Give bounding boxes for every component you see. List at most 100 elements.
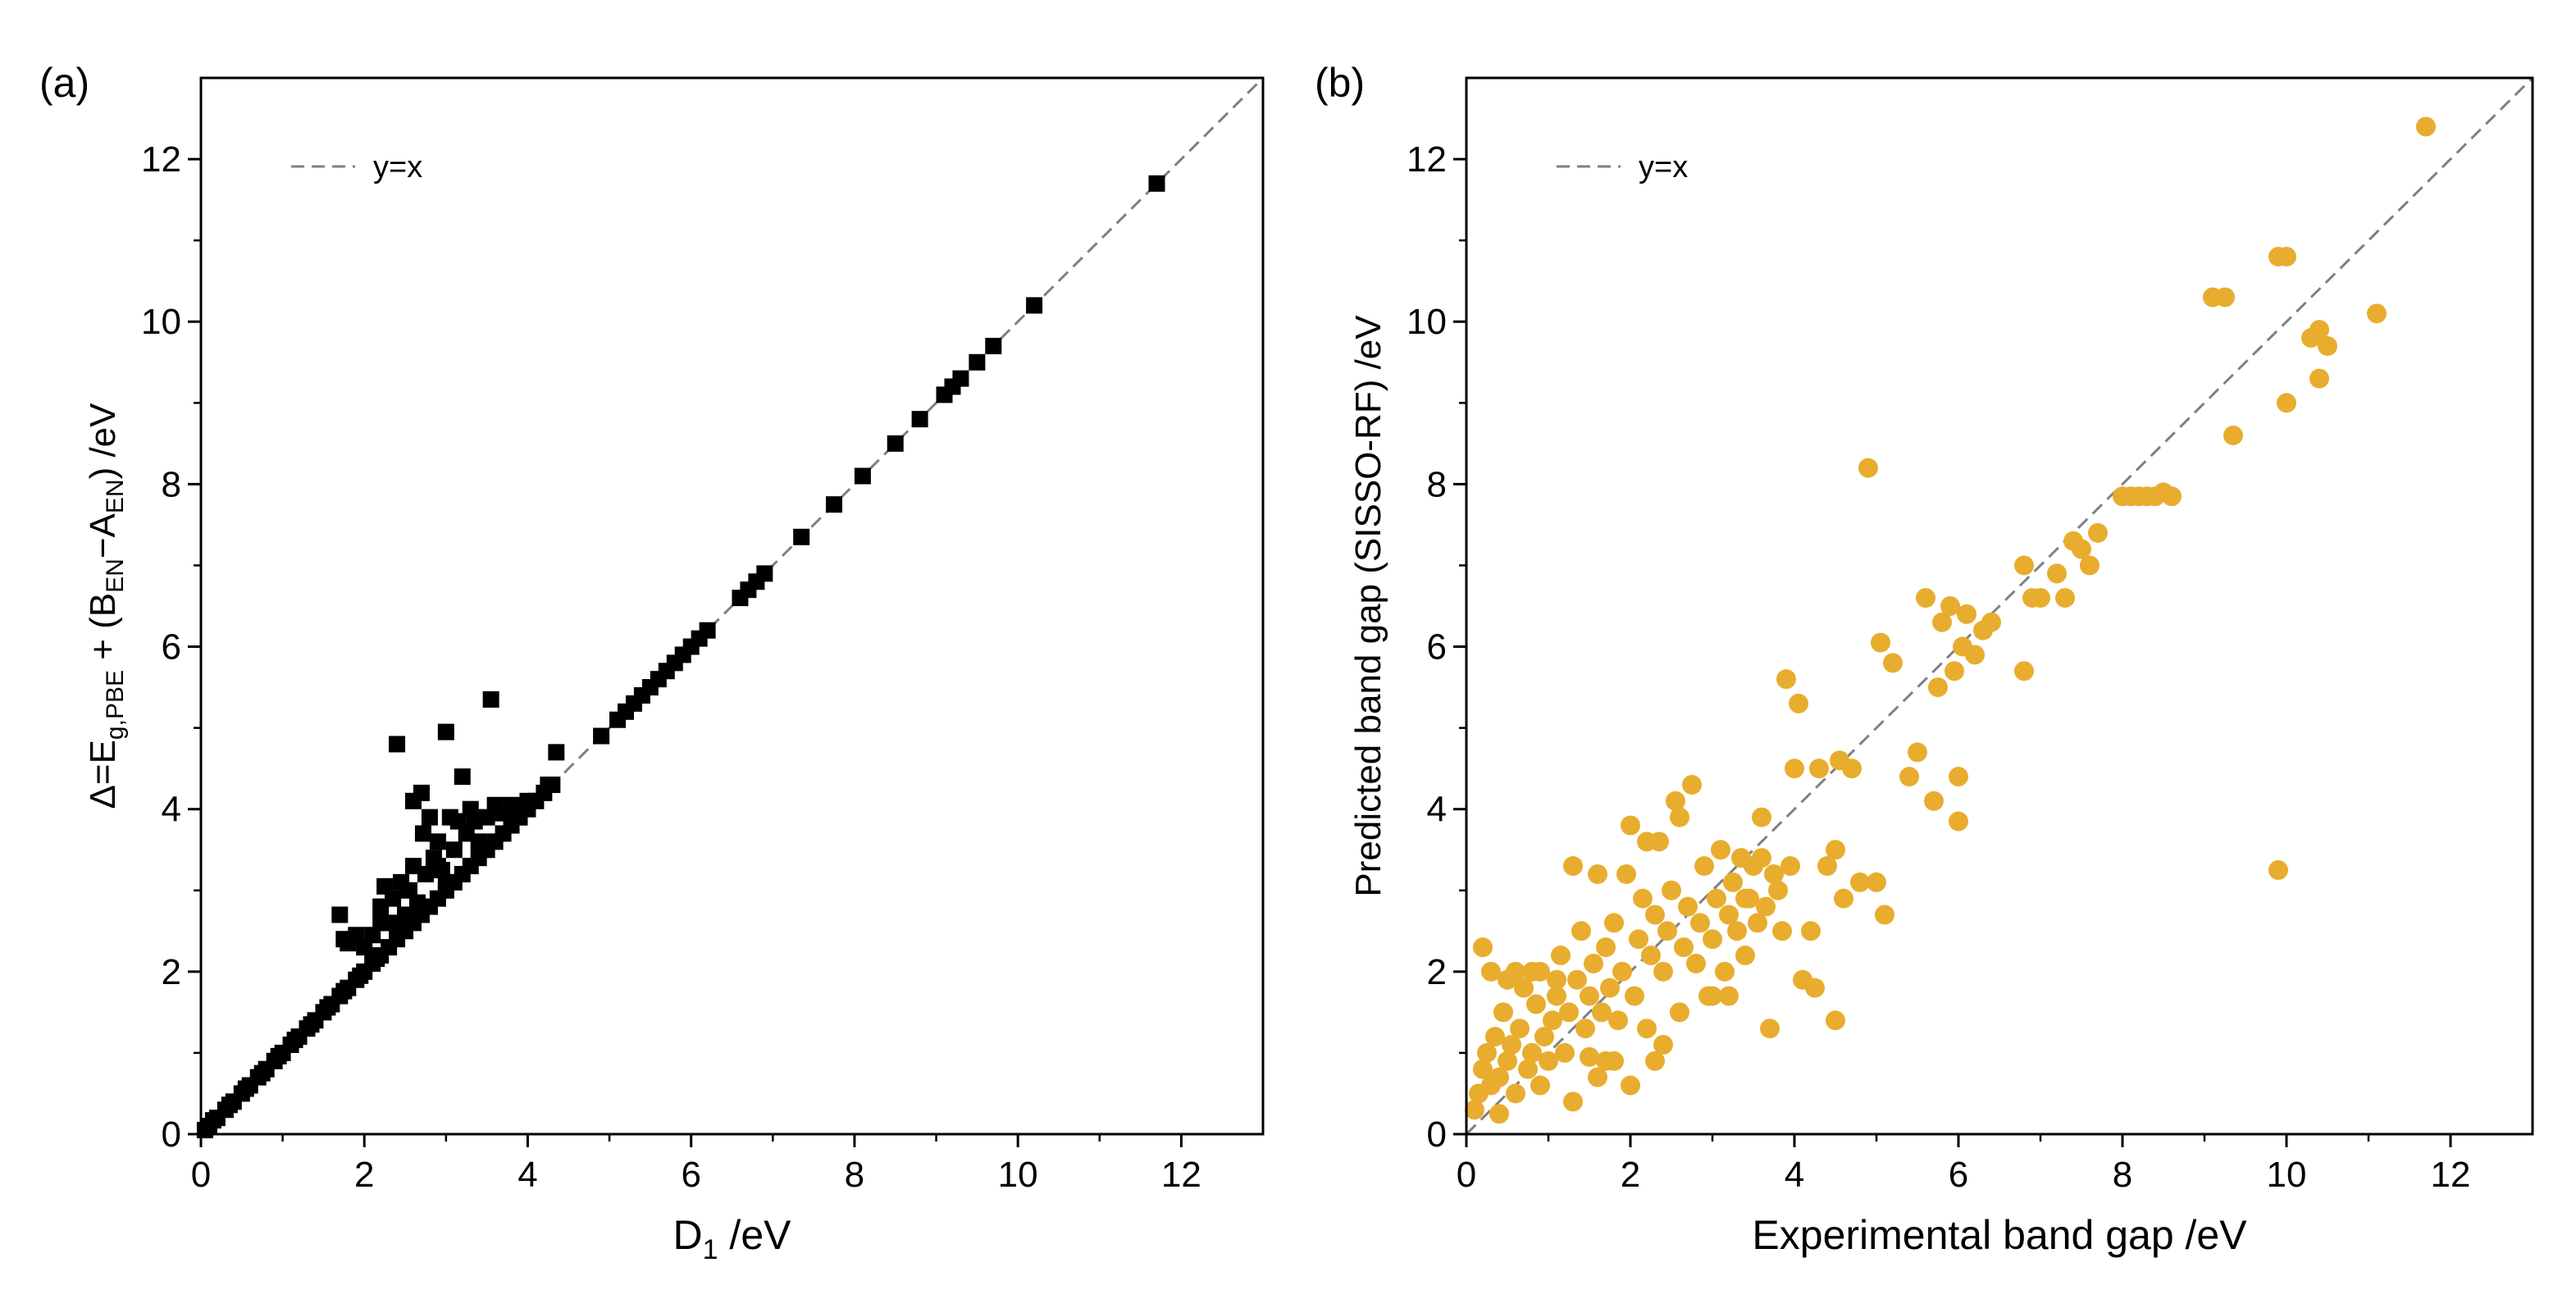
data-point	[911, 411, 928, 428]
data-point	[429, 858, 446, 875]
data-point	[1493, 1002, 1513, 1023]
data-point	[1625, 986, 1644, 1006]
x-tick-label: 6	[681, 1155, 700, 1195]
data-point	[1875, 905, 1894, 925]
data-point	[1662, 880, 1681, 900]
data-point	[1727, 921, 1747, 941]
data-point	[548, 744, 565, 761]
data-point	[1801, 921, 1821, 941]
data-point	[2072, 539, 2091, 559]
y-tick-label: 8	[162, 464, 181, 504]
data-point	[437, 873, 454, 891]
data-point	[1502, 1035, 1521, 1055]
data-point	[408, 894, 426, 911]
data-point	[1637, 1019, 1657, 1039]
data-point	[1489, 1067, 1509, 1087]
data-point	[1674, 937, 1694, 958]
y-tick-label: 10	[1407, 302, 1447, 342]
x-tick-label: 10	[2267, 1155, 2307, 1195]
x-tick-label: 4	[517, 1155, 537, 1195]
data-point	[1809, 759, 1829, 779]
data-point	[1949, 767, 1968, 787]
data-point	[519, 792, 536, 809]
data-point	[2014, 661, 2034, 681]
data-point	[1612, 961, 1632, 982]
data-point	[593, 727, 610, 745]
data-point	[1588, 1067, 1607, 1087]
data-point	[1682, 774, 1702, 795]
data-point	[429, 833, 446, 850]
data-point	[1563, 856, 1583, 877]
data-point	[1981, 612, 2001, 632]
y-tick-label: 4	[1427, 790, 1447, 830]
data-point	[1723, 872, 1743, 892]
data-point	[372, 914, 390, 932]
data-point	[699, 622, 716, 639]
data-point	[1559, 1002, 1579, 1023]
panel-b-points	[1465, 116, 2436, 1124]
legend-label: y=x	[373, 150, 422, 185]
x-tick-label: 2	[1621, 1155, 1640, 1195]
data-point	[1752, 807, 1771, 827]
data-point	[1555, 1042, 1575, 1063]
panel-a-x-axis-label: D1 /eV	[673, 1212, 792, 1265]
data-point	[1637, 832, 1657, 852]
data-point	[1670, 807, 1689, 827]
data-point	[437, 723, 454, 741]
data-point	[1834, 888, 1853, 909]
data-point	[1678, 896, 1698, 917]
data-point	[1707, 888, 1726, 909]
data-point	[474, 841, 491, 859]
data-point	[952, 370, 969, 387]
data-point	[1514, 978, 1534, 998]
data-point	[2277, 393, 2296, 413]
data-point	[405, 792, 422, 809]
data-point	[1965, 645, 1985, 665]
data-point	[1629, 929, 1648, 950]
data-point	[2367, 303, 2387, 324]
data-point	[1498, 1051, 1517, 1071]
data-point	[1760, 1019, 1780, 1039]
panel-a-ticks: 0 2 4 6 8 10 12 0 2 4 6 8 10 12	[141, 139, 1201, 1195]
data-point	[1534, 1027, 1554, 1047]
data-point	[2162, 486, 2182, 507]
data-point	[1928, 677, 1948, 698]
data-point	[1776, 669, 1796, 690]
data-point	[1653, 961, 1673, 982]
panel-a: (a) 0 2 4 6 8 10 12 0 2 4 6 8 10 12 y=x D1 /eV Δ=Eg,PBE +…	[39, 60, 1265, 1265]
data-point	[1473, 1059, 1493, 1079]
data-point	[1616, 864, 1636, 884]
panel-b-axes-frame	[1465, 76, 2534, 1136]
data-point	[1805, 978, 1825, 998]
data-point	[1522, 1042, 1542, 1063]
data-point	[1756, 896, 1776, 917]
data-point	[1592, 1002, 1612, 1023]
data-point	[1817, 856, 1837, 877]
x-tick-label: 8	[845, 1155, 864, 1195]
data-point	[445, 841, 463, 859]
y-tick-label: 6	[1427, 627, 1447, 668]
data-point	[1575, 1019, 1595, 1039]
panel-a-legend: y=x	[291, 150, 422, 185]
data-point	[1543, 1010, 1562, 1031]
panel-a-label: (a)	[39, 60, 89, 106]
data-point	[1785, 759, 1804, 779]
data-point	[1694, 856, 1714, 877]
data-point	[1633, 888, 1653, 909]
data-point	[1621, 815, 1640, 836]
data-point	[2047, 563, 2067, 584]
y-tick-label: 0	[162, 1114, 181, 1155]
data-point	[1518, 1059, 1538, 1079]
data-point	[1780, 856, 1800, 877]
data-point	[1489, 1104, 1509, 1124]
data-point	[1752, 848, 1771, 868]
data-point	[1596, 937, 1616, 958]
data-point	[1899, 767, 1919, 787]
data-point	[421, 809, 438, 826]
data-point	[1768, 880, 1788, 900]
data-point	[540, 776, 557, 793]
data-point	[1522, 961, 1542, 982]
data-point	[414, 825, 431, 842]
data-point	[1670, 1002, 1689, 1023]
